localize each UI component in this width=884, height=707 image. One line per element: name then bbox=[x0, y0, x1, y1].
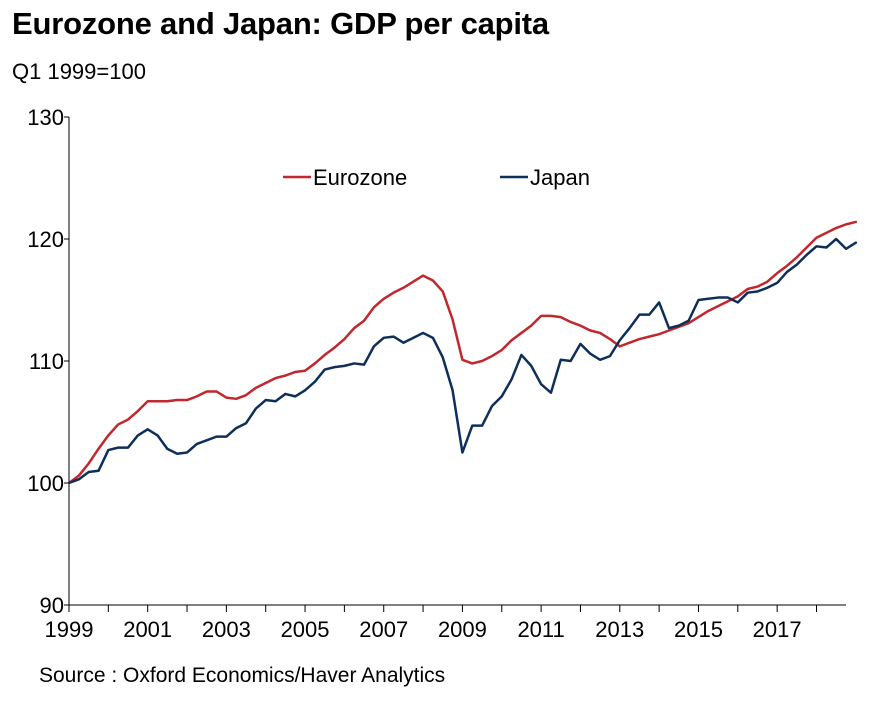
source-note: Source : Oxford Economics/Haver Analytic… bbox=[39, 664, 446, 687]
series-line-japan bbox=[67, 237, 858, 485]
x-tick-label: 2001 bbox=[123, 617, 172, 642]
legend-label-japan: Japan bbox=[530, 165, 590, 190]
x-tick-label: 1999 bbox=[45, 617, 94, 642]
x-tick-label: 2013 bbox=[595, 617, 644, 642]
y-tick-label: 100 bbox=[27, 471, 64, 496]
series-line-eurozone bbox=[67, 220, 858, 485]
x-tick-label: 2015 bbox=[674, 617, 723, 642]
x-tick-label: 2003 bbox=[202, 617, 251, 642]
legend-label-eurozone: Eurozone bbox=[313, 165, 407, 190]
legend: Eurozone Japan bbox=[283, 165, 590, 190]
axes: 90 100 110 120 130 1999 2001 2003 2005 2007 2009 20… bbox=[27, 105, 846, 642]
chart-title: Eurozone and Japan: GDP per capita bbox=[12, 6, 549, 41]
chart-subtitle: Q1 1999=100 bbox=[12, 59, 146, 84]
x-tick-label: 2009 bbox=[438, 617, 487, 642]
y-tick-label: 120 bbox=[27, 227, 64, 252]
y-tick-label: 130 bbox=[27, 105, 64, 130]
series-layer bbox=[67, 220, 858, 485]
x-tick-label: 2007 bbox=[359, 617, 408, 642]
x-tick-label: 2005 bbox=[281, 617, 330, 642]
y-tick-label: 90 bbox=[40, 593, 64, 618]
x-tick-label: 2017 bbox=[753, 617, 802, 642]
x-tick-label: 2011 bbox=[517, 617, 564, 642]
y-tick-label: 110 bbox=[29, 349, 64, 374]
